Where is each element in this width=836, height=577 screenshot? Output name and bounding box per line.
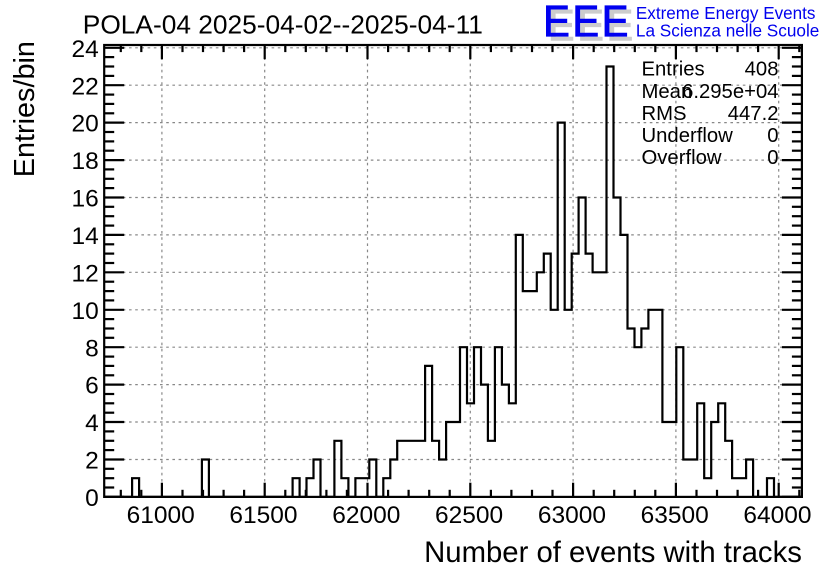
svg-text:22: 22 <box>72 73 99 100</box>
svg-text:61000: 61000 <box>127 502 195 529</box>
svg-text:2: 2 <box>85 448 99 475</box>
svg-text:Overflow: Overflow <box>642 147 722 169</box>
svg-text:6.295e+04: 6.295e+04 <box>682 81 778 103</box>
svg-text:24: 24 <box>72 36 99 63</box>
svg-text:Underflow: Underflow <box>642 125 734 147</box>
svg-text:62500: 62500 <box>435 502 503 529</box>
svg-text:Extreme Energy Events: Extreme Energy Events <box>636 4 816 23</box>
svg-text:16: 16 <box>72 186 99 213</box>
svg-text:0: 0 <box>767 125 778 147</box>
svg-text:La Scienza nelle Scuole: La Scienza nelle Scuole <box>636 20 819 40</box>
svg-text:0: 0 <box>85 485 99 512</box>
svg-text:63500: 63500 <box>641 502 709 529</box>
svg-text:18: 18 <box>72 148 99 175</box>
svg-text:6: 6 <box>85 373 99 400</box>
svg-text:408: 408 <box>745 59 779 81</box>
svg-text:62000: 62000 <box>332 502 400 529</box>
svg-text:Entries: Entries <box>642 59 705 81</box>
svg-text:12: 12 <box>72 260 99 287</box>
svg-text:0: 0 <box>767 147 778 169</box>
svg-text:Number of events with tracks: Number of events with tracks <box>424 536 802 569</box>
svg-text:14: 14 <box>72 223 99 250</box>
svg-text:64000: 64000 <box>743 502 811 529</box>
svg-text:10: 10 <box>72 298 99 325</box>
svg-text:POLA-04 2025-04-02--2025-04-11: POLA-04 2025-04-02--2025-04-11 <box>83 10 483 40</box>
svg-text:447.2: 447.2 <box>728 103 779 125</box>
svg-text:RMS: RMS <box>642 103 687 125</box>
svg-text:4: 4 <box>85 410 99 437</box>
svg-text:61500: 61500 <box>229 502 297 529</box>
svg-text:Entries/bin: Entries/bin <box>9 41 41 177</box>
svg-text:63000: 63000 <box>538 502 606 529</box>
svg-text:8: 8 <box>85 335 99 362</box>
svg-text:Mean: Mean <box>642 81 693 103</box>
svg-text:20: 20 <box>72 111 99 138</box>
